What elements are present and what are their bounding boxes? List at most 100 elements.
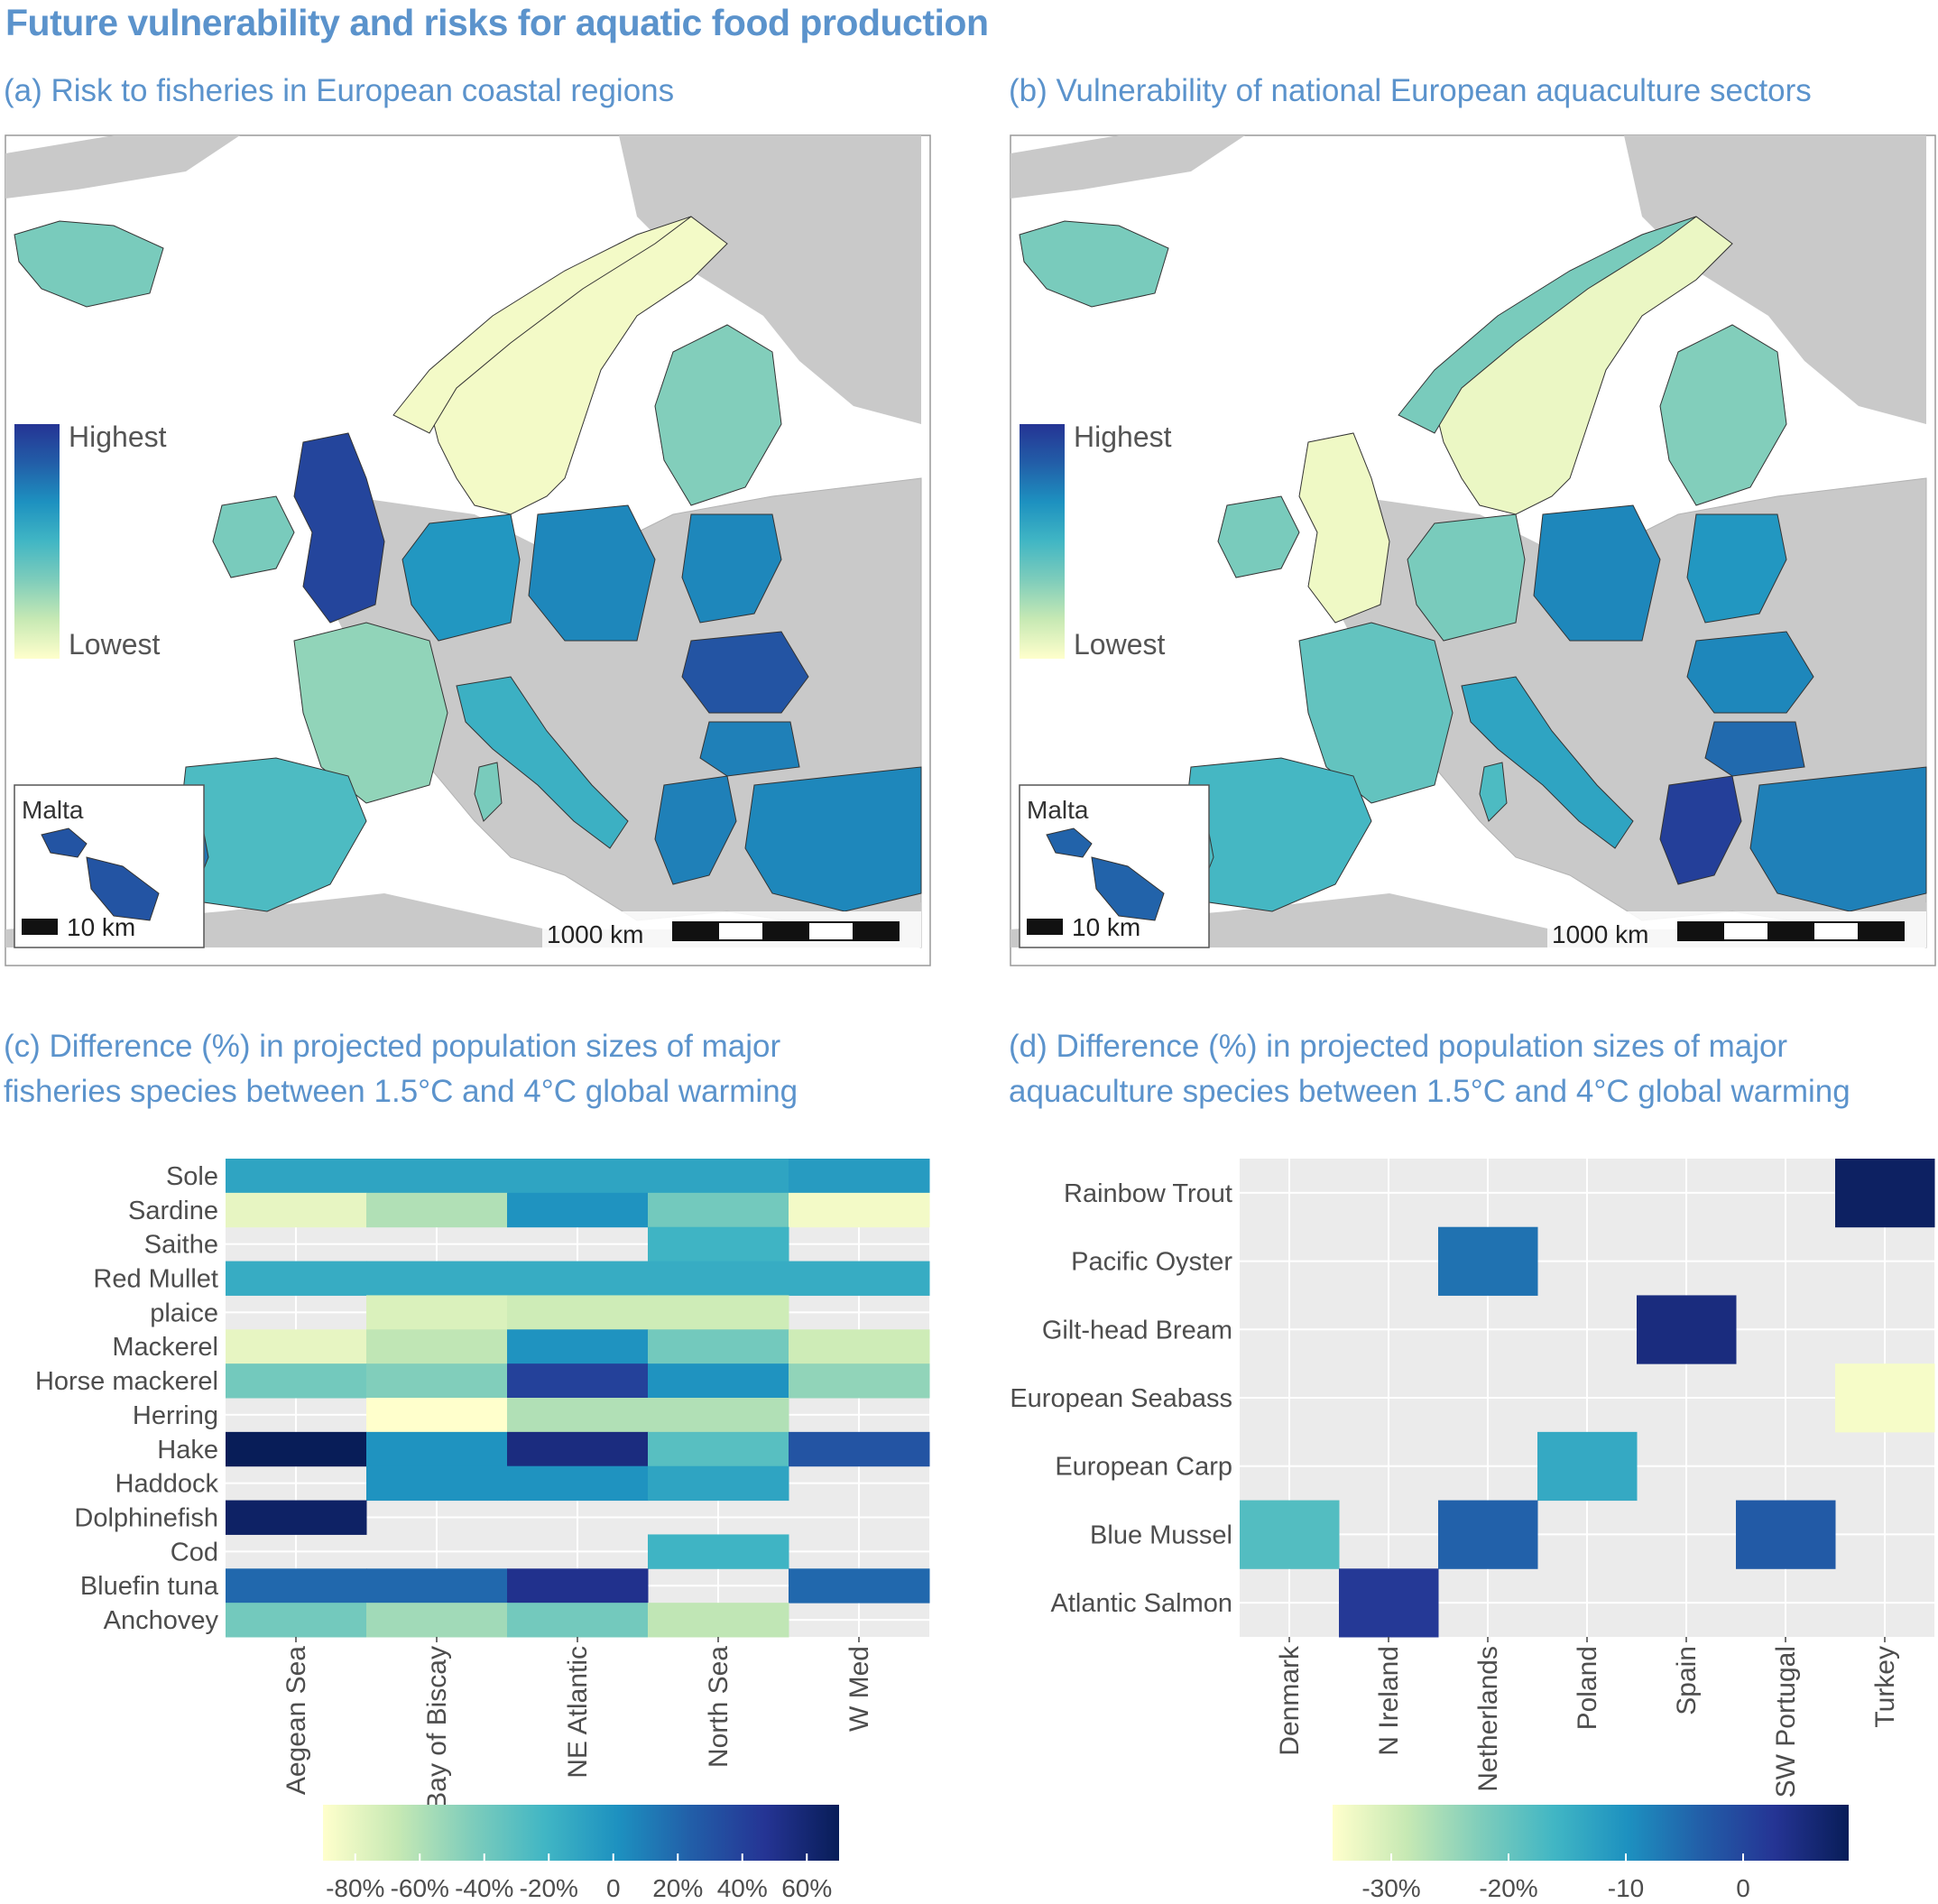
- panel-a-landmass-greenland: [5, 135, 240, 199]
- panel-b-region-poland: [1533, 504, 1661, 642]
- panel-a-region-finland: [654, 324, 782, 506]
- panel-c-cell: [366, 1568, 508, 1604]
- panel-b-region-france: [1298, 622, 1454, 804]
- panel-c-cell: [507, 1363, 649, 1399]
- panel-c-y-label: Red Mullet: [93, 1265, 218, 1294]
- panel-c-heatmap: Sole Sardine Saithe Red Mullet plaice Mackere…: [35, 1159, 930, 1902]
- panel-b-inset-malta: [1091, 856, 1165, 921]
- panel-c-cell: [507, 1329, 649, 1364]
- panel-c-cell: [366, 1159, 508, 1194]
- panel-c-cell: [226, 1192, 367, 1228]
- panel-c-y-label: Haddock: [115, 1470, 219, 1499]
- panel-a-inset-gozo: [41, 827, 88, 858]
- panel-d-colorbar-label: -20%: [1479, 1874, 1537, 1902]
- panel-c-cell: [789, 1431, 930, 1467]
- panel-b-scale-segment: [1813, 921, 1860, 941]
- panel-d-colorbar-label: -10: [1608, 1874, 1644, 1902]
- panel-d-x-label: Spain: [1672, 1646, 1702, 1715]
- panel-c-y-label: Mackerel: [112, 1333, 218, 1362]
- panel-c-colorbar-label: 0: [606, 1874, 621, 1902]
- panel-b-inset-gozo: [1046, 827, 1093, 858]
- panel-c-cell: [789, 1192, 930, 1228]
- panel-c-cell: [648, 1534, 789, 1569]
- panel-c-cell: [226, 1363, 367, 1399]
- panel-b-region-norway: [1398, 216, 1697, 434]
- panel-c-y-label: Cod: [171, 1538, 218, 1567]
- panel-d-cell: [1835, 1363, 1935, 1433]
- panel-c-cell: [789, 1329, 930, 1364]
- panel-c-cell: [366, 1603, 508, 1638]
- panel-c-x-label: Aegean Sea: [281, 1646, 311, 1795]
- panel-c-cell: [226, 1431, 367, 1467]
- panel-d-cell: [1537, 1431, 1638, 1502]
- panel-d-x-label: Denmark: [1275, 1645, 1305, 1756]
- panel-a-inset-scale-bar: [22, 919, 58, 935]
- panel-a-title: (a) Risk to fisheries in European coasta…: [4, 73, 675, 108]
- panel-d-y-label: Atlantic Salmon: [1051, 1589, 1233, 1618]
- panel-d-x-label: Netherlands: [1473, 1646, 1503, 1792]
- panel-c-x-label: W Med: [844, 1646, 874, 1732]
- panel-b-map: Highest Lowest Malta 10 km 1000 km: [1010, 134, 1936, 966]
- panel-c-colorbar-label: -20%: [520, 1874, 578, 1902]
- panel-a-region-bulgaria: [699, 721, 800, 777]
- panel-b-region-finland: [1659, 324, 1787, 506]
- panel-c-cell: [648, 1295, 789, 1330]
- panel-c-cell: [789, 1363, 930, 1399]
- panel-b-region-baltics: [1686, 513, 1787, 624]
- panel-c-cell: [507, 1603, 649, 1638]
- panel-a-landmass-russia-north: [619, 135, 921, 424]
- panel-c-cell: [648, 1363, 789, 1399]
- panel-b-legend-low-label: Lowest: [1074, 628, 1166, 661]
- panel-b-region-germany: [1407, 513, 1526, 642]
- panel-c-colorbar-label: 60%: [781, 1874, 832, 1902]
- panel-a-scale-segment: [853, 921, 900, 941]
- panel-c-x-label: North Sea: [704, 1646, 734, 1768]
- panel-c-cell: [366, 1295, 508, 1330]
- panel-c-colorbar-label: 20%: [652, 1874, 703, 1902]
- panel-d-cell: [1339, 1568, 1439, 1638]
- panel-d-x-label: SW Portugal: [1771, 1646, 1801, 1798]
- panel-c-cell: [226, 1500, 367, 1535]
- panel-b-region-greece: [1659, 775, 1742, 885]
- panel-c-title-line1: (c) Difference (%) in projected populati…: [4, 1029, 781, 1064]
- panel-c-cell: [366, 1329, 508, 1364]
- panel-c-cell: [648, 1398, 789, 1433]
- panel-c-cell: [789, 1261, 930, 1296]
- panel-b-scale-segment: [1858, 921, 1905, 941]
- panel-b-legend-bar: [1020, 424, 1065, 659]
- panel-b-region-ireland: [1217, 495, 1300, 578]
- panel-a-region-romania: [681, 631, 809, 714]
- panel-d-cell: [1438, 1226, 1538, 1296]
- panel-d-cell: [1736, 1500, 1836, 1569]
- panel-c-cell: [366, 1465, 508, 1502]
- panel-a-map: Highest Lowest Malta 10 km 1000 km: [5, 134, 931, 966]
- panel-c-cell: [507, 1431, 649, 1467]
- panel-c-y-label: Sole: [166, 1162, 218, 1191]
- panel-a-region-poland: [528, 504, 656, 642]
- panel-c-cell: [648, 1261, 789, 1296]
- panel-c-cell: [366, 1261, 508, 1296]
- panel-c-colorbar-label: 40%: [717, 1874, 768, 1902]
- panel-a-region-greece: [654, 775, 737, 885]
- figure-title: Future vulnerability and risks for aquat…: [5, 2, 989, 43]
- panel-d-y-label: Gilt-head Bream: [1042, 1316, 1232, 1345]
- panel-a-inset-scale-label: 10 km: [67, 913, 135, 941]
- panel-c-cell: [226, 1603, 367, 1638]
- panel-d-y-label: Pacific Oyster: [1071, 1248, 1232, 1277]
- panel-c-cell: [366, 1363, 508, 1399]
- panel-c-y-label: Anchovey: [104, 1606, 219, 1635]
- panel-b-title: (b) Vulnerability of national European a…: [1009, 73, 1812, 108]
- panel-c-cell: [648, 1465, 789, 1502]
- panel-c-y-label: Herring: [133, 1401, 218, 1430]
- panel-d-y-label: Blue Mussel: [1090, 1520, 1232, 1549]
- panel-a-legend-high-label: Highest: [69, 421, 167, 453]
- panel-a-legend-bar: [14, 424, 60, 659]
- panel-c-y-label: Hake: [157, 1436, 218, 1465]
- panel-d-y-label: European Carp: [1055, 1453, 1232, 1482]
- panel-b-region-uk: [1298, 432, 1390, 624]
- panel-d-cell: [1438, 1500, 1538, 1569]
- panel-d-colorbar-label: -30%: [1361, 1874, 1420, 1902]
- panel-c-cell: [507, 1159, 649, 1194]
- panel-c-y-label: plaice: [150, 1299, 218, 1327]
- panel-b-inset-scale-label: 10 km: [1072, 913, 1140, 941]
